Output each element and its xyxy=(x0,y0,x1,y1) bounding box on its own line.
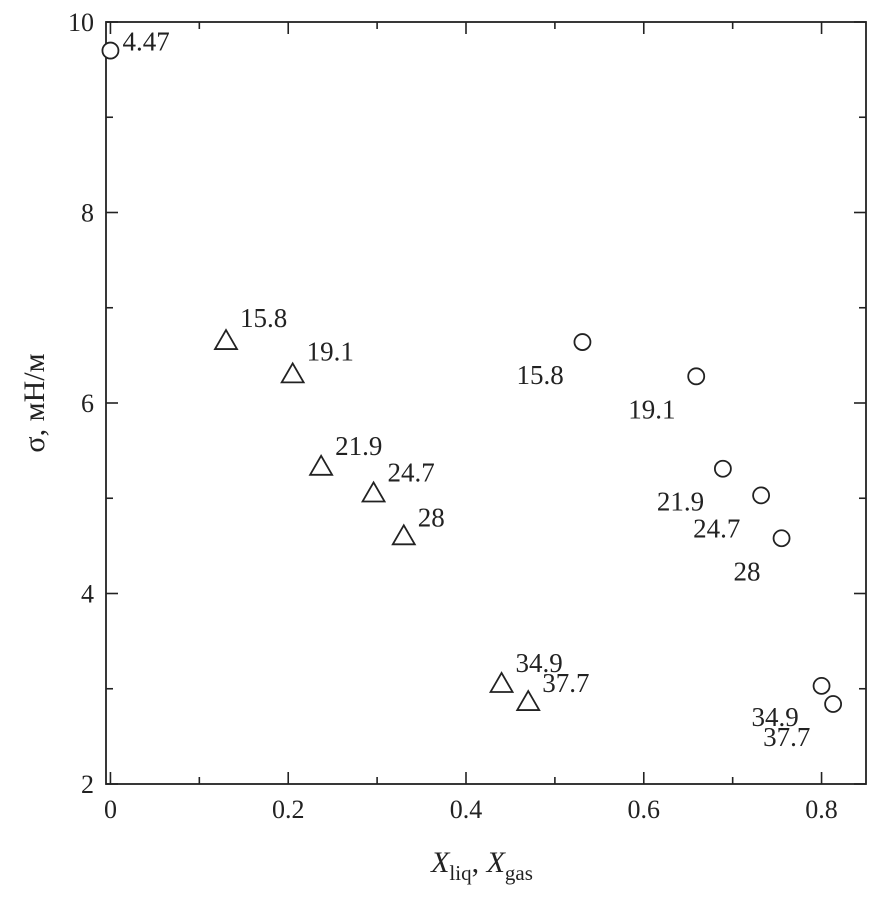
x-axis-title-sub-1: liq xyxy=(449,861,472,885)
point-label: 24.7 xyxy=(388,457,435,487)
x-axis-title-main-2: X xyxy=(486,846,507,879)
point-label: 19.1 xyxy=(307,336,354,366)
x-tick-label: 0.6 xyxy=(628,795,661,824)
y-tick-label: 2 xyxy=(81,770,94,799)
x-tick-label: 0.8 xyxy=(805,795,838,824)
triangle-point xyxy=(515,689,541,711)
point-label: 15.8 xyxy=(240,303,287,333)
point-label: 15.8 xyxy=(516,360,563,390)
triangle-point xyxy=(308,454,334,476)
circle-point xyxy=(752,486,771,505)
x-tick-label: 0.2 xyxy=(272,795,305,824)
point-label: 34.9 xyxy=(752,702,799,732)
plot-frame xyxy=(105,21,867,785)
circle-point xyxy=(824,695,843,713)
circle-point xyxy=(101,41,120,60)
point-labels: 15.819.121.924.72834.937.74.4715.819.121… xyxy=(122,27,810,752)
triangle-point xyxy=(280,361,306,384)
y-axis-title: σ, мН/м xyxy=(18,353,51,452)
axis-ticks xyxy=(106,21,866,785)
point-label: 24.7 xyxy=(693,513,740,543)
circle-point xyxy=(812,676,831,695)
x-axis-title-main-1: X xyxy=(430,846,451,879)
point-label: 37.7 xyxy=(542,668,589,698)
y-tick-label: 4 xyxy=(81,580,94,609)
point-label: 19.1 xyxy=(628,394,675,424)
x-axis-title: Xliq, Xgas xyxy=(430,846,533,885)
y-tick-labels: 2 4 6 8 10 xyxy=(68,8,94,799)
point-label: 21.9 xyxy=(657,487,704,517)
triangle-point xyxy=(488,671,515,693)
y-tick-label: 6 xyxy=(81,389,94,418)
x-tick-label: 0 xyxy=(104,795,117,824)
circle-point xyxy=(713,459,732,478)
triangle-point xyxy=(213,328,239,350)
point-label: 21.9 xyxy=(335,431,382,461)
circle-point xyxy=(573,333,592,351)
triangle-point xyxy=(391,523,417,546)
x-tick-labels: 0 0.2 0.4 0.6 0.8 xyxy=(104,795,838,824)
x-axis-title-sep: , xyxy=(472,846,487,879)
y-tick-label: 8 xyxy=(81,199,94,228)
point-label: 37.7 xyxy=(763,722,810,752)
circle-point xyxy=(772,529,791,548)
x-tick-label: 0.4 xyxy=(450,795,483,824)
y-tick-label: 10 xyxy=(68,8,94,37)
data-points xyxy=(101,41,843,713)
point-label: 4.47 xyxy=(122,27,169,57)
circle-point xyxy=(687,367,706,386)
point-label: 28 xyxy=(734,556,761,586)
x-axis-title-sub-2: gas xyxy=(505,861,533,885)
point-label: 28 xyxy=(418,502,445,532)
point-label: 34.9 xyxy=(516,648,563,678)
triangle-point xyxy=(360,480,387,503)
